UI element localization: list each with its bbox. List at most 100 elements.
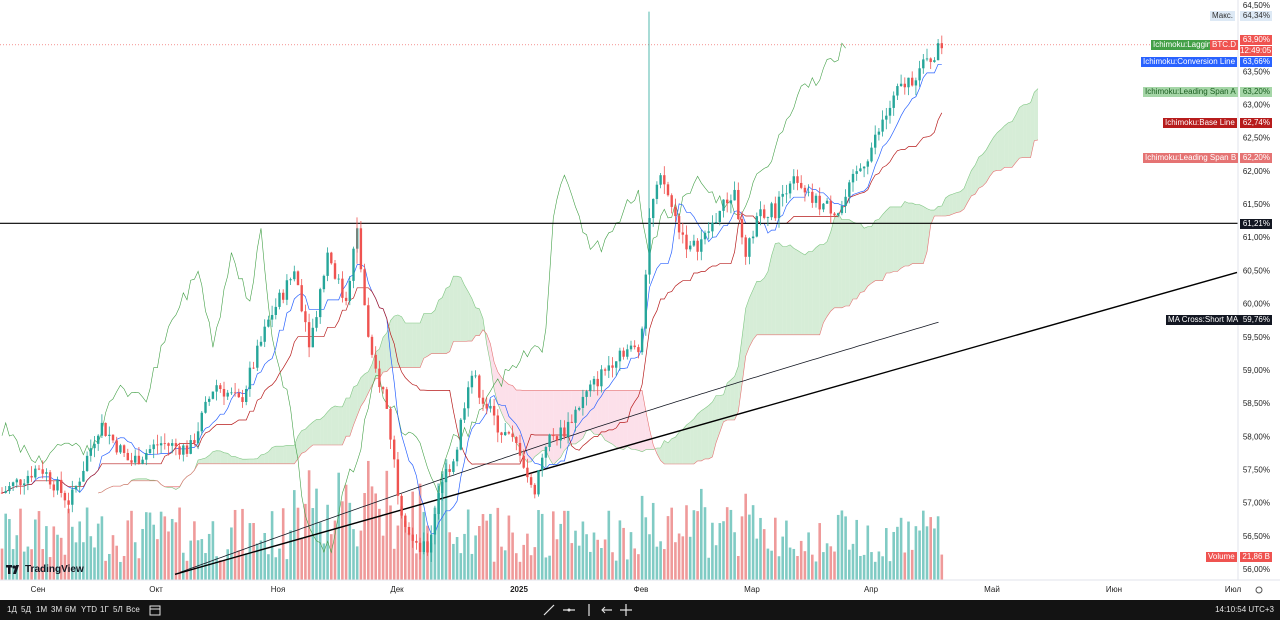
lagging-span-tag[interactable]: Ichimoku:Lagging Span: [1151, 40, 1211, 50]
volume-bar: [392, 548, 396, 580]
cloud-segment: [457, 276, 461, 342]
cloud-segment: [982, 149, 987, 187]
candle-body: [259, 341, 263, 346]
period-1d[interactable]: 1Д: [7, 605, 17, 614]
horizontal-ray-icon[interactable]: [562, 603, 576, 617]
y-tick-label: 61,50%: [1243, 200, 1270, 209]
volume-bar: [518, 561, 522, 580]
volume-bar: [289, 530, 292, 580]
clock[interactable]: 14:10:54 UTC+3: [1215, 605, 1274, 614]
cloud-segment: [438, 297, 443, 354]
arrow-left-icon[interactable]: [600, 603, 614, 617]
conversion-line-tag[interactable]: Ichimoku:Conversion Line: [1141, 57, 1238, 67]
volume-bar: [215, 556, 218, 580]
cloud-segment: [949, 193, 953, 216]
period-all[interactable]: Все: [126, 605, 140, 614]
volume-bar: [792, 548, 796, 580]
candle-body: [718, 210, 721, 222]
volume-bar: [566, 510, 570, 580]
volume-bar: [903, 552, 907, 580]
candle-body: [200, 412, 203, 432]
cloud-segment: [623, 390, 628, 450]
cloud-segment: [460, 277, 465, 342]
tradingview-logo[interactable]: TradingView: [6, 564, 84, 575]
volume-bar: [222, 560, 226, 580]
volume-bar: [115, 545, 118, 580]
candle-body: [703, 232, 707, 240]
cloud-segment: [320, 416, 324, 445]
cloud-segment: [279, 446, 284, 464]
volume-tag[interactable]: Volume: [1206, 552, 1237, 562]
candle-body: [433, 514, 437, 535]
volume-bar: [270, 511, 274, 580]
candle-body: [67, 500, 70, 505]
cloud-segment: [775, 242, 779, 335]
volume-bar: [833, 551, 836, 580]
vertical-line-icon[interactable]: [582, 603, 596, 617]
x-axis[interactable]: Сен Окт Ноя Дек 2025 Фев Мар Апр Май Июн Июл: [0, 579, 1280, 594]
cloud-segment: [338, 406, 343, 445]
cloud-segment: [405, 322, 409, 368]
volume-bar: [940, 554, 944, 580]
cloud-segment: [986, 143, 990, 183]
leading-span-b-tag[interactable]: Ichimoku:Leading Span B: [1143, 153, 1239, 163]
cloud-segment: [812, 247, 816, 335]
y-tick-label: 63,50%: [1243, 67, 1270, 76]
leading-span-a-tag[interactable]: Ichimoku:Leading Span A: [1143, 87, 1238, 97]
settings-gear-icon[interactable]: [1255, 586, 1263, 594]
candle-body: [648, 218, 651, 275]
candle-body: [311, 327, 314, 348]
cloud-segment: [756, 281, 761, 335]
cloud-segment: [538, 390, 543, 454]
candle-body: [193, 440, 196, 444]
candle-body: [285, 280, 289, 300]
candle-body: [822, 203, 825, 210]
candle-body: [307, 322, 311, 348]
candle-body: [381, 387, 385, 390]
candle-body: [515, 437, 518, 443]
volume-bar: [492, 561, 496, 580]
cloud-segment: [730, 376, 735, 421]
price-chart[interactable]: 64,50%64,00%63,50%63,00%62,50%62,00%61,5…: [0, 0, 1280, 600]
base-line-tag[interactable]: Ichimoku:Base Line: [1163, 118, 1237, 128]
volume-bar: [344, 484, 348, 580]
draw-trendline-icon[interactable]: [542, 603, 556, 617]
volume-bar: [381, 535, 385, 580]
candle-body: [859, 168, 862, 172]
ma-tag[interactable]: MA Cross:Short MA: [1166, 315, 1241, 325]
cloud-segment: [305, 425, 310, 452]
volume-bar: [574, 530, 577, 580]
volume-bar: [700, 488, 703, 580]
volume-bar: [663, 549, 666, 580]
candle-body: [740, 219, 744, 238]
volume-bar: [211, 521, 215, 580]
cloud-segment: [261, 453, 265, 464]
trend-line[interactable]: [174, 271, 1238, 575]
candle-body: [93, 443, 96, 449]
period-6m[interactable]: 6М: [65, 605, 77, 614]
volume-bar: [237, 550, 241, 580]
candle-body: [766, 217, 770, 219]
x-tick-label: Апр: [864, 585, 879, 594]
y-tick-label: 58,50%: [1243, 399, 1270, 408]
candle-body: [796, 176, 799, 183]
volume-bar: [256, 543, 259, 580]
period-5d[interactable]: 5Д: [21, 605, 31, 614]
period-1m[interactable]: 1М: [36, 605, 48, 614]
period-ytd[interactable]: YTD: [81, 605, 97, 614]
cloud-segment: [767, 255, 772, 335]
volume-value: 21,86 B: [1240, 552, 1272, 562]
ichimoku-cloud: [98, 88, 1038, 493]
candle-body: [674, 206, 677, 217]
volume-bar: [378, 508, 381, 580]
period-3m[interactable]: 3М: [51, 605, 63, 614]
candle-body: [585, 391, 588, 397]
calendar-range-icon[interactable]: [148, 603, 162, 617]
candle-body: [41, 469, 44, 474]
cloud-segment: [490, 343, 495, 390]
period-1y[interactable]: 1Г: [100, 605, 109, 614]
period-5y[interactable]: 5Л: [113, 605, 123, 614]
crosshair-icon[interactable]: [619, 603, 633, 617]
volume-bar: [733, 532, 736, 580]
base-line-value: 62,74%: [1240, 118, 1272, 128]
